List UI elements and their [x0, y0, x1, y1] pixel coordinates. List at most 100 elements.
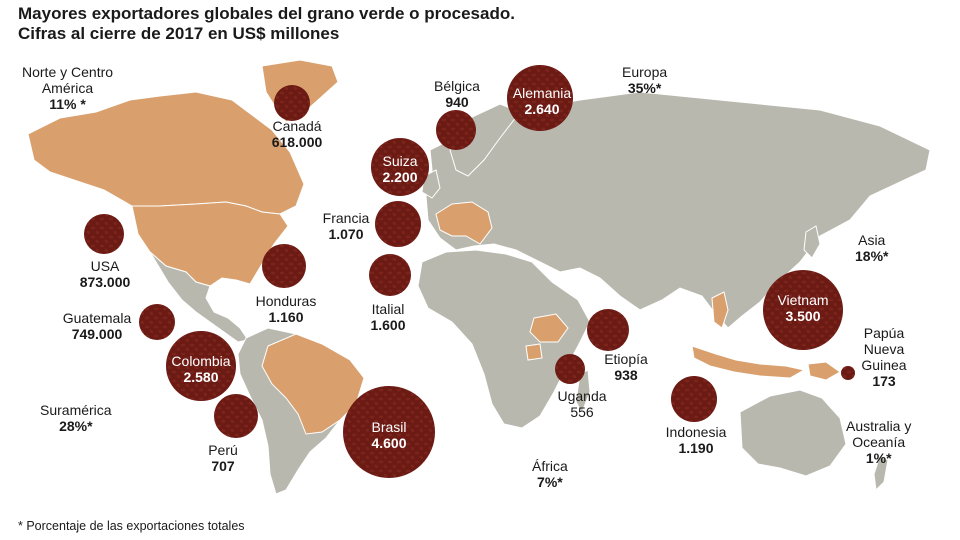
- country-value: 173: [872, 373, 896, 389]
- bubble-texture: [369, 254, 411, 296]
- bubble-texture: [763, 270, 843, 350]
- region-name: África: [532, 458, 568, 474]
- country-value: 3.500: [785, 308, 821, 324]
- country-value: 873.000: [79, 274, 131, 290]
- region-north-america: Norte y Centro América 11% *: [22, 64, 113, 112]
- label-colombia: Colombia 2.580: [166, 353, 236, 385]
- region-south-america: Suramérica 28%*: [40, 402, 112, 434]
- region-share: 1%*: [865, 450, 892, 466]
- bubble-texture: [84, 214, 124, 254]
- label-guatemala: Guatemala 749.000: [52, 310, 142, 342]
- country-name: Papúa Nueva Guinea: [861, 325, 907, 373]
- region-name: Suramérica: [40, 402, 112, 418]
- label-brasil: Brasil 4.600: [354, 419, 424, 451]
- country-name: Etiopía: [604, 351, 648, 367]
- bubble-texture: [841, 366, 855, 380]
- label-suiza: Suiza 2.200: [370, 153, 430, 185]
- country-value: 1.070: [328, 226, 364, 242]
- region-asia: Asia 18%*: [855, 232, 888, 264]
- label-usa: USA 873.000: [70, 258, 140, 290]
- land-new-zealand: [873, 455, 889, 492]
- region-name: Asia: [858, 232, 886, 248]
- country-value: 2.640: [524, 101, 560, 117]
- footnote: * Porcentaje de las exportaciones totale…: [18, 519, 245, 533]
- land-vietnam: [711, 291, 729, 329]
- bubble-texture: [274, 85, 310, 121]
- bubble-texture: [262, 244, 306, 288]
- bubble-texture: [166, 331, 236, 401]
- bubble-texture: [375, 201, 421, 247]
- country-name: Guatemala: [62, 310, 132, 326]
- country-name: Francia: [322, 210, 370, 226]
- country-value: 1.600: [370, 317, 406, 333]
- label-italia: Italial 1.600: [358, 301, 418, 333]
- region-share: 18%*: [855, 248, 889, 264]
- bubble-texture: [555, 354, 585, 384]
- region-europe: Europa 35%*: [622, 64, 667, 96]
- bubble-texture: [139, 304, 175, 340]
- bubble-texture: [214, 394, 258, 438]
- label-vietnam: Vietnam 3.500: [766, 292, 840, 324]
- country-name: Vietnam: [777, 292, 829, 308]
- land-africa: [417, 249, 591, 429]
- country-value: 1.160: [268, 309, 304, 325]
- country-name: Uganda: [557, 388, 607, 404]
- label-honduras: Honduras 1.160: [246, 293, 326, 325]
- land-mexico: [149, 251, 249, 343]
- region-africa: África 7%*: [532, 458, 568, 490]
- land-japan: [803, 225, 821, 259]
- bubble-texture: [671, 376, 717, 422]
- bubble-layer: [84, 65, 855, 478]
- land-eurasia: [425, 91, 931, 329]
- country-value: 618.000: [271, 134, 323, 150]
- region-name: Europa: [622, 64, 668, 80]
- country-name: Perú: [208, 442, 238, 458]
- country-name: Bélgica: [434, 78, 480, 94]
- region-share: 28%*: [59, 418, 93, 434]
- country-value: 707: [211, 458, 235, 474]
- bubble-texture: [587, 309, 629, 351]
- country-value: 1.190: [678, 440, 714, 456]
- country-name: Brasil: [371, 419, 407, 435]
- country-value: 940: [445, 94, 469, 110]
- country-name: USA: [90, 258, 120, 274]
- country-name: Alemania: [512, 85, 572, 101]
- region-share: 11% *: [49, 96, 86, 112]
- country-value: 938: [614, 367, 638, 383]
- land-brazil: [261, 333, 365, 435]
- region-share: 7%*: [537, 474, 563, 490]
- region-share: 35%*: [627, 80, 662, 96]
- country-value: 2.200: [382, 169, 418, 185]
- bubble-texture: [436, 110, 476, 150]
- label-canada: Canadá 618.000: [262, 118, 332, 150]
- region-oceania: Australia y Oceanía 1%*: [846, 418, 911, 466]
- country-value: 4.600: [371, 435, 407, 451]
- country-value: 749.000: [71, 326, 123, 342]
- land-indonesia: [691, 345, 806, 379]
- region-name: Norte y Centro América: [22, 64, 114, 96]
- land-canada: [27, 91, 305, 215]
- label-etiopia: Etiopía 938: [596, 351, 656, 383]
- label-peru: Perú 707: [198, 442, 248, 474]
- land-western-europe: [435, 201, 493, 245]
- country-name: Canadá: [272, 118, 322, 134]
- country-name: Suiza: [382, 153, 418, 169]
- country-name: Indonesia: [665, 424, 727, 440]
- land-australia: [739, 389, 847, 477]
- country-name: Honduras: [255, 293, 317, 309]
- label-indonesia: Indonesia 1.190: [656, 424, 736, 456]
- country-value: 556: [570, 404, 594, 420]
- bubble-texture: [507, 65, 573, 131]
- country-name: Colombia: [171, 353, 231, 369]
- country-name: Italial: [371, 301, 405, 317]
- land-ethiopia: [529, 313, 569, 343]
- land-png: [807, 361, 841, 381]
- bubble-texture: [371, 138, 429, 196]
- chart-title: Mayores exportadores globales del grano …: [18, 4, 515, 44]
- country-value: 2.580: [183, 369, 219, 385]
- bubble-texture: [343, 386, 435, 478]
- label-uganda: Uganda 556: [552, 388, 612, 420]
- title-line-2: Cifras al cierre de 2017 en US$ millones: [18, 24, 340, 43]
- label-alemania: Alemania 2.640: [504, 85, 580, 117]
